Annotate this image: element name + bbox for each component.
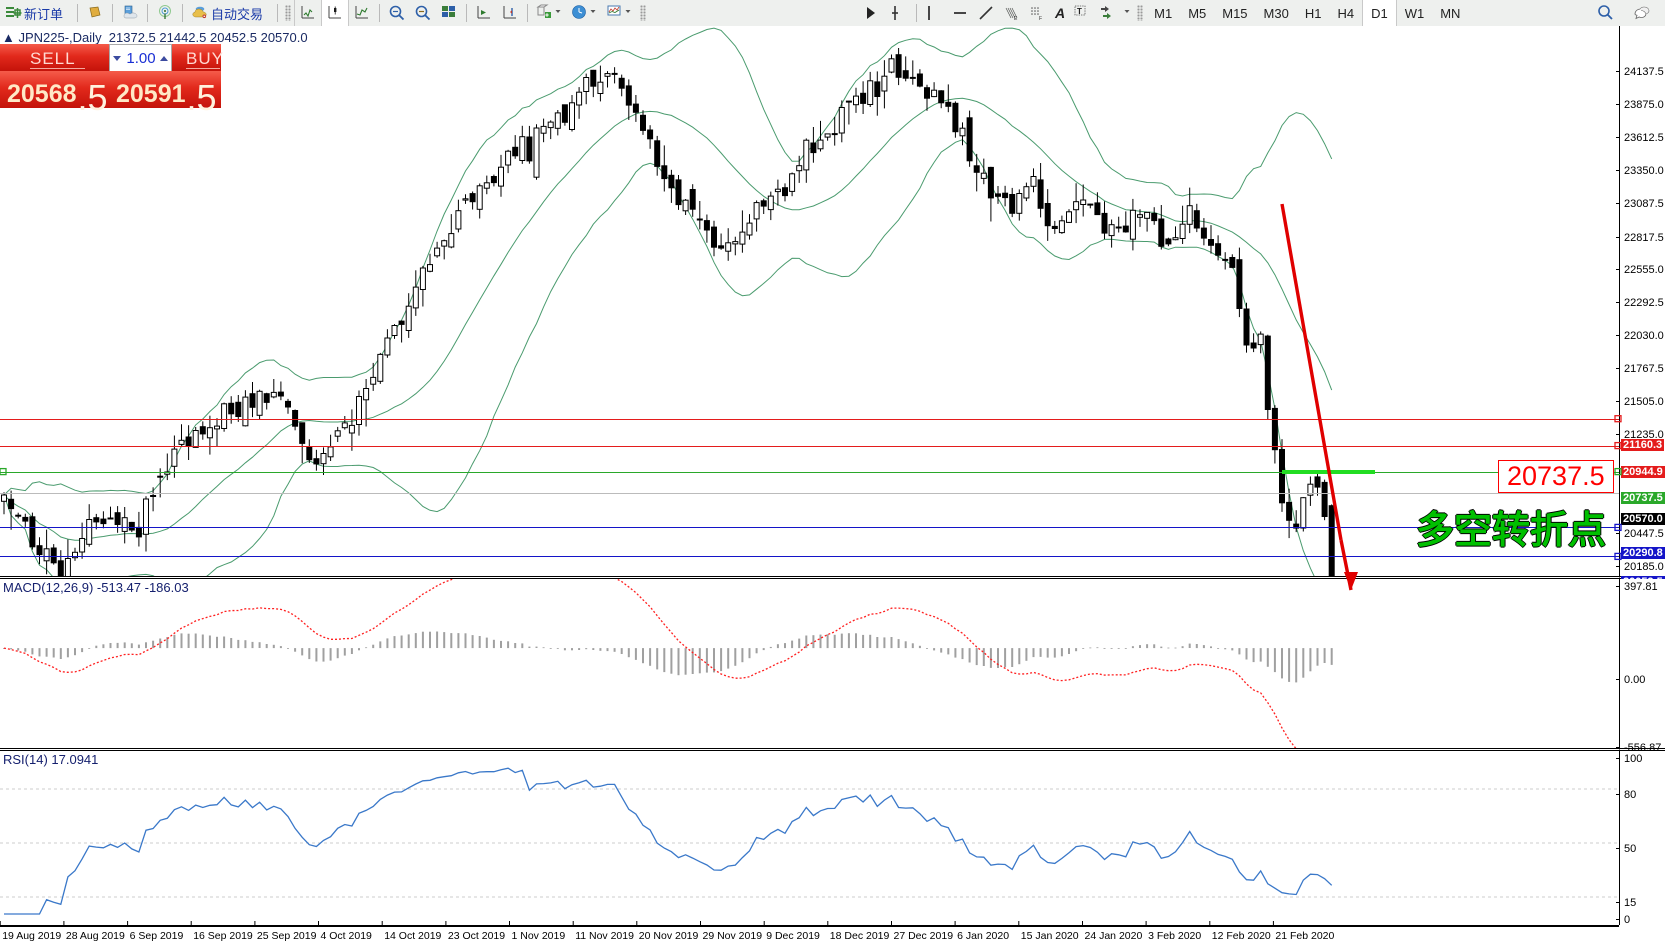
- svg-text:T: T: [1077, 7, 1082, 16]
- svg-text:F: F: [1039, 16, 1042, 22]
- svg-text:E: E: [1014, 16, 1018, 22]
